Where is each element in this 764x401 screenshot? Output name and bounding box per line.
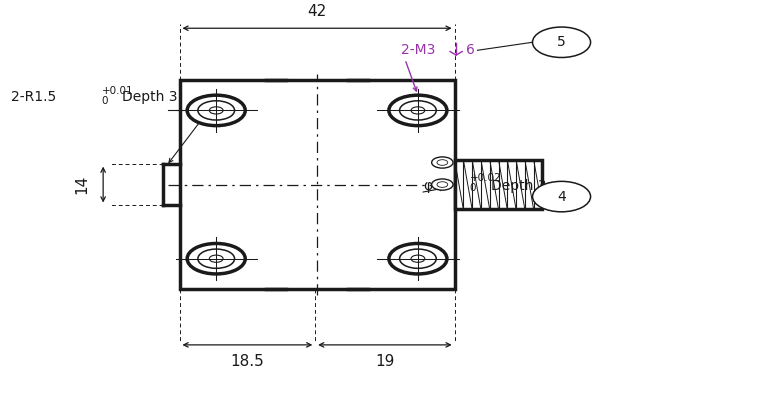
Text: φ 3: φ 3: [424, 178, 446, 192]
Text: +0.02: +0.02: [470, 172, 501, 182]
Text: 0: 0: [470, 182, 477, 192]
Text: 4: 4: [557, 190, 566, 204]
Bar: [455, 160, 542, 209]
Circle shape: [533, 181, 591, 212]
Text: 14: 14: [74, 175, 89, 194]
Text: 5: 5: [557, 35, 566, 49]
Circle shape: [389, 243, 447, 274]
Text: +0.01: +0.01: [102, 86, 133, 96]
Text: 6: 6: [466, 43, 475, 57]
Text: 19: 19: [375, 354, 394, 369]
Text: 0: 0: [102, 95, 108, 105]
Circle shape: [533, 27, 591, 57]
Text: Depth 3: Depth 3: [122, 90, 178, 104]
Circle shape: [187, 243, 245, 274]
Text: 2-R1.5: 2-R1.5: [11, 90, 57, 104]
Circle shape: [187, 95, 245, 126]
Circle shape: [432, 157, 453, 168]
Text: Depth 3: Depth 3: [491, 178, 547, 192]
Circle shape: [389, 95, 447, 126]
Text: 42: 42: [307, 4, 327, 19]
Bar: [180, 80, 455, 289]
Text: 18.5: 18.5: [231, 354, 264, 369]
Text: 2-M3: 2-M3: [401, 43, 435, 57]
Circle shape: [432, 179, 453, 190]
